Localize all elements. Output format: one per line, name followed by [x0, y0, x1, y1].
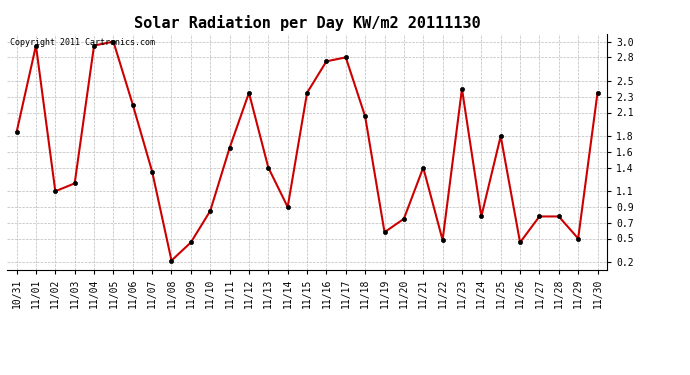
Title: Solar Radiation per Day KW/m2 20111130: Solar Radiation per Day KW/m2 20111130: [134, 15, 480, 31]
Text: Copyright 2011 Cartronics.com: Copyright 2011 Cartronics.com: [10, 39, 155, 48]
